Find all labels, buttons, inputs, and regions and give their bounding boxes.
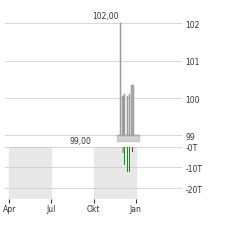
Text: 102,00: 102,00 [92,12,119,21]
Bar [124,95,125,136]
Bar [124,147,126,166]
Bar [131,85,134,136]
Bar [129,147,130,172]
Text: 99,00: 99,00 [70,137,91,146]
Bar [127,97,128,136]
Bar [122,97,124,136]
Bar [132,147,133,152]
Bar [9,147,51,199]
Bar [122,147,124,153]
Bar [129,95,130,136]
Bar [94,147,136,199]
Bar [127,147,128,172]
